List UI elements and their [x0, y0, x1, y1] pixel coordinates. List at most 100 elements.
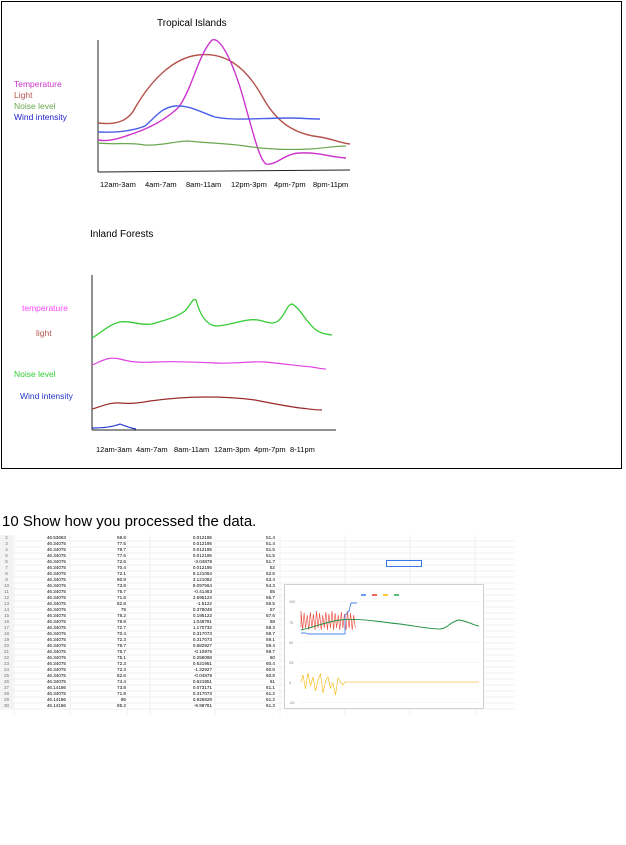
- embedded-chart[interactable]: 100 75 50 25 0 -25: [284, 584, 484, 709]
- cell-col-b[interactable]: 76.7: [117, 649, 126, 654]
- cell-col-c[interactable]: 0.012195: [192, 535, 212, 540]
- cell-col-d[interactable]: 60.4: [266, 661, 275, 666]
- cell-col-b[interactable]: 73.8: [117, 583, 126, 588]
- cell-col-d[interactable]: 57: [269, 607, 275, 612]
- cell-col-a[interactable]: 46.34075: [46, 673, 66, 678]
- table-row[interactable]: 24 46.34075 72.3 -1.32927 60.6: [0, 667, 515, 673]
- cell-col-a[interactable]: 46.34075: [46, 631, 66, 636]
- cell-col-d[interactable]: 61.2: [266, 691, 275, 696]
- table-row[interactable]: 20 46.34075 78.7 0.682927 59.4: [0, 643, 515, 649]
- cell-col-d[interactable]: 60.6: [266, 667, 275, 672]
- cell-col-b[interactable]: 69.8: [117, 535, 126, 540]
- table-row[interactable]: 13 46.34075 82.8 -1.5122 56.5: [0, 601, 515, 607]
- cell-col-b[interactable]: 71.5: [117, 595, 126, 600]
- cell-col-a[interactable]: 46.34075: [46, 583, 66, 588]
- cell-col-d[interactable]: 58.3: [266, 625, 275, 630]
- cell-col-d[interactable]: 51.7: [266, 559, 275, 564]
- table-row[interactable]: 14 46.34075 79 0.378049 57: [0, 607, 515, 613]
- cell-col-c[interactable]: 0.012195: [192, 541, 212, 546]
- cell-col-d[interactable]: 60: [269, 655, 275, 660]
- cell-col-c[interactable]: 0.926829: [192, 697, 212, 702]
- cell-col-a[interactable]: 46.14186: [46, 703, 66, 708]
- cell-col-a[interactable]: 46.14186: [46, 697, 66, 702]
- table-row[interactable]: 15 46.34075 78.2 0.195122 57.6: [0, 613, 515, 619]
- cell-col-b[interactable]: 72.3: [117, 661, 126, 666]
- cell-col-a[interactable]: 46.34075: [46, 649, 66, 654]
- cell-col-a[interactable]: 46.34075: [46, 595, 66, 600]
- cell-col-b[interactable]: 82.6: [117, 673, 126, 678]
- table-row[interactable]: 19 46.34075 72.3 0.317073 59.1: [0, 637, 515, 643]
- cell-col-c[interactable]: -0.41463: [193, 589, 212, 594]
- cell-col-d[interactable]: 58.7: [266, 631, 275, 636]
- cell-col-d[interactable]: 53.4: [266, 577, 275, 582]
- cell-col-b[interactable]: 77.6: [117, 553, 126, 558]
- cell-col-c[interactable]: 0.317073: [192, 631, 212, 636]
- cell-col-d[interactable]: 51.4: [266, 541, 275, 546]
- cell-col-a[interactable]: 46.14186: [46, 685, 66, 690]
- cell-col-a[interactable]: 46.34075: [46, 661, 66, 666]
- cell-col-b[interactable]: 74.4: [117, 679, 126, 684]
- cell-col-d[interactable]: 51.4: [266, 535, 275, 540]
- cell-col-d[interactable]: 58: [269, 619, 275, 624]
- cell-col-a[interactable]: 46.34075: [46, 667, 66, 672]
- cell-col-d[interactable]: 52.6: [266, 571, 275, 576]
- cell-col-a[interactable]: 46.34075: [46, 679, 66, 684]
- table-row[interactable]: 29 46.14186 86 0.926829 61.2: [0, 697, 515, 703]
- cell-col-d[interactable]: 59.7: [266, 649, 275, 654]
- cell-col-c[interactable]: 1.170732: [192, 625, 212, 630]
- cell-col-c[interactable]: -9.98781: [193, 703, 212, 708]
- cell-col-a[interactable]: 46.34075: [46, 607, 66, 612]
- table-row[interactable]: 6 46.34075 72.6 -3.04878 51.7: [0, 559, 515, 565]
- cell-col-a[interactable]: 46.34075: [46, 643, 66, 648]
- cell-col-b[interactable]: 72.7: [117, 625, 126, 630]
- table-row[interactable]: 23 46.34075 72.3 0.621951 60.4: [0, 661, 515, 667]
- cell-col-b[interactable]: 71.9: [117, 691, 126, 696]
- cell-col-b[interactable]: 77.5: [117, 541, 126, 546]
- table-row[interactable]: 18 46.34075 70.4 0.317073 58.7: [0, 631, 515, 637]
- cell-col-a[interactable]: 46.34075: [46, 571, 66, 576]
- cell-col-c[interactable]: -1.5122: [196, 601, 212, 606]
- table-row[interactable]: 5 46.34075 77.6 0.012195 51.5: [0, 553, 515, 559]
- cell-col-b[interactable]: 75.1: [117, 655, 126, 660]
- cell-col-c[interactable]: 0.378049: [192, 607, 212, 612]
- cell-col-c[interactable]: 9.097564: [192, 583, 212, 588]
- cell-col-c[interactable]: -3.04878: [193, 559, 212, 564]
- table-row[interactable]: 11 46.34075 75.7 -0.41463 55: [0, 589, 515, 595]
- cell-col-a[interactable]: 46.34075: [46, 613, 66, 618]
- cell-col-c[interactable]: 0.317073: [192, 637, 212, 642]
- cell-col-a[interactable]: 46.34075: [46, 565, 66, 570]
- table-row[interactable]: 28 46.34075 71.9 0.317073 61.2: [0, 691, 515, 697]
- cell-col-b[interactable]: 79: [120, 607, 126, 612]
- cell-col-b[interactable]: 86: [120, 697, 126, 702]
- cell-col-c[interactable]: 3.121062: [192, 577, 212, 582]
- cell-col-a[interactable]: 46.34075: [46, 559, 66, 564]
- table-row[interactable]: 25 46.34075 82.6 -0.04878 60.8: [0, 673, 515, 679]
- table-row[interactable]: 3 46.34075 77.5 0.012195 51.4: [0, 541, 515, 547]
- cell-col-d[interactable]: 59.1: [266, 637, 275, 642]
- cell-col-d[interactable]: 59.4: [266, 643, 275, 648]
- selected-cell[interactable]: [386, 560, 422, 567]
- cell-col-d[interactable]: 61.3: [266, 703, 275, 708]
- cell-col-c[interactable]: 0.195122: [192, 613, 212, 618]
- cell-col-a[interactable]: 46.34075: [46, 553, 66, 558]
- cell-col-d[interactable]: 55: [269, 589, 275, 594]
- cell-col-c[interactable]: 1.048781: [192, 619, 212, 624]
- cell-col-c[interactable]: -0.04878: [193, 673, 212, 678]
- cell-col-a[interactable]: 46.53663: [46, 535, 66, 540]
- table-row[interactable]: 7 46.34075 70.4 0.012195 52: [0, 565, 515, 571]
- cell-col-b[interactable]: 80.9: [117, 577, 126, 582]
- cell-col-c[interactable]: -0.10976: [193, 649, 212, 654]
- cell-col-c[interactable]: 0.621951: [192, 661, 212, 666]
- cell-col-a[interactable]: 46.34075: [46, 655, 66, 660]
- cell-col-c[interactable]: 2.695123: [192, 595, 212, 600]
- cell-col-b[interactable]: 72.1: [117, 571, 126, 576]
- cell-col-a[interactable]: 46.34075: [46, 619, 66, 624]
- cell-col-a[interactable]: 46.34075: [46, 601, 66, 606]
- cell-col-d[interactable]: 60.8: [266, 673, 275, 678]
- cell-col-b[interactable]: 78.7: [117, 547, 126, 552]
- table-row[interactable]: 4 46.34075 78.7 0.012195 51.5: [0, 547, 515, 553]
- cell-col-c[interactable]: 0.682927: [192, 643, 212, 648]
- cell-col-a[interactable]: 46.34075: [46, 577, 66, 582]
- cell-col-b[interactable]: 72.6: [117, 559, 126, 564]
- table-row[interactable]: 12 46.34075 71.5 2.695123 55.7: [0, 595, 515, 601]
